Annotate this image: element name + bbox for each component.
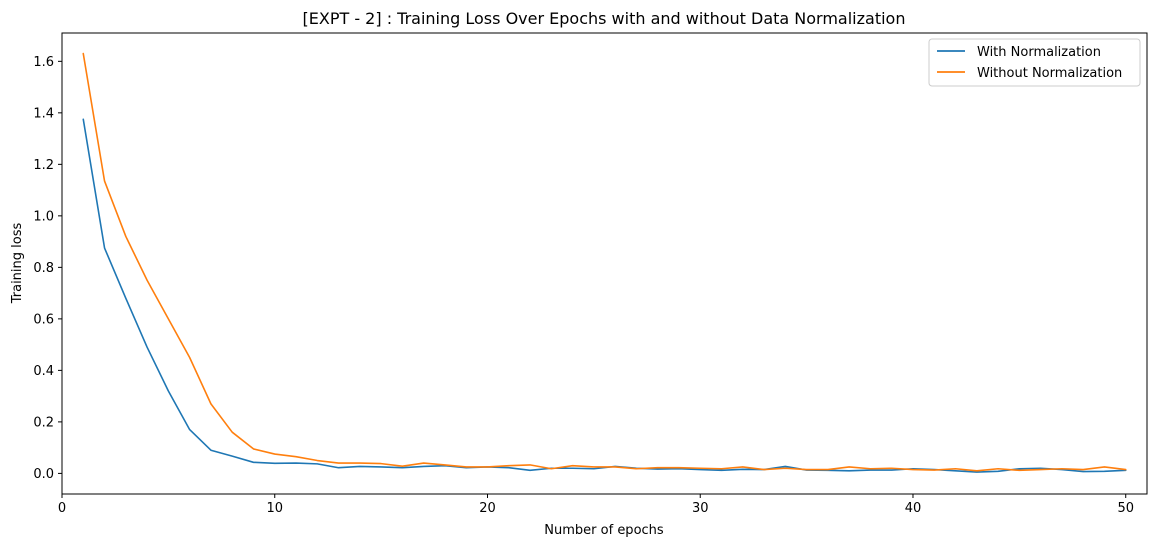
y-tick-label: 0.6	[33, 312, 54, 327]
x-axis-label: Number of epochs	[544, 523, 664, 538]
y-tick-label: 1.4	[33, 106, 54, 121]
legend-label: Without Normalization	[977, 66, 1122, 81]
legend-label: With Normalization	[977, 45, 1101, 60]
x-tick-label: 40	[905, 501, 922, 516]
legend: With Normalization Without Normalization	[928, 38, 1141, 87]
x-tick-label: 50	[1117, 501, 1134, 516]
y-tick-label: 1.6	[33, 55, 54, 70]
x-tick-label: 0	[58, 501, 66, 516]
x-tick-label: 30	[692, 501, 709, 516]
chart-title: [EXPT - 2] : Training Loss Over Epochs w…	[303, 9, 906, 28]
y-tick-label: 0.0	[33, 467, 54, 482]
x-axis: 0 10 20 30 40 50	[58, 494, 1134, 516]
series-layer	[82, 52, 1127, 473]
plot-frame	[61, 32, 1148, 495]
y-axis-label: Training loss	[10, 223, 25, 305]
x-tick-label: 10	[266, 501, 283, 516]
y-tick-label: 1.0	[33, 209, 54, 224]
series-line-with-normalization	[82, 118, 1127, 473]
y-tick-label: 0.4	[33, 364, 54, 379]
y-tick-label: 0.2	[33, 415, 54, 430]
plot-area	[61, 32, 1148, 495]
series-line-without-normalization	[82, 52, 1127, 472]
y-tick-label: 1.2	[33, 158, 54, 173]
y-axis: 0.0 0.2 0.4 0.6 0.8 1.0 1.2 1.4 1.6	[33, 55, 62, 482]
y-tick-label: 0.8	[33, 261, 54, 276]
x-tick-label: 20	[479, 501, 496, 516]
legend-box	[928, 38, 1141, 87]
